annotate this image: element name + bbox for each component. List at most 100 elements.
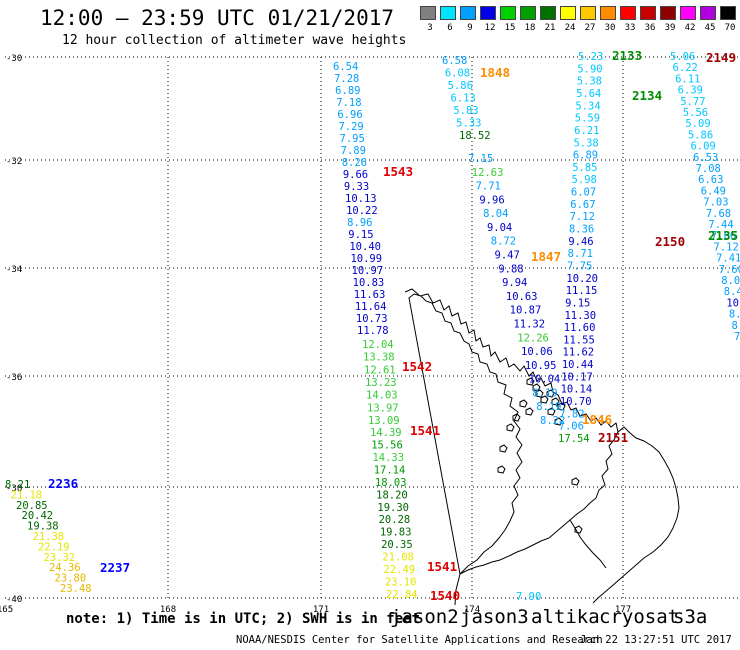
wave-height-value: 20.42 <box>22 510 54 522</box>
wave-height-value: 12.04 <box>362 339 394 351</box>
wave-height-value: 9.94 <box>502 277 527 289</box>
wave-height-value: 15.56 <box>371 439 403 451</box>
wave-height-value: 21.38 <box>33 531 65 543</box>
wave-height-value: 10.06 <box>521 346 553 358</box>
wave-height-value: 10.20 <box>566 273 598 285</box>
wave-height-value: 8.19 <box>729 309 740 321</box>
satellite-label-jason3: jason3 <box>460 606 529 628</box>
wave-height-value: 10.63 <box>506 291 538 303</box>
wave-height-value: 12.26 <box>517 332 549 344</box>
wave-height-value: 10.70 <box>560 396 592 408</box>
lon-tick-label: 171 <box>313 605 329 615</box>
wave-height-value: 5.33 <box>456 118 481 130</box>
wave-height-value: 6.54 <box>333 61 358 73</box>
wave-height-value: 22.84 <box>386 589 418 601</box>
wave-height-value: 9.88 <box>498 263 523 275</box>
lat-tick-label: -38 <box>6 484 22 494</box>
wave-height-value: 8.04 <box>483 208 508 220</box>
wave-height-value: 21.18 <box>11 489 43 501</box>
wave-height-value: 11.30 <box>564 310 596 322</box>
map-grid: 165 168 171 174 177 -30 -32 -34 -36 -38 -40 <box>0 54 738 615</box>
island-outline <box>557 402 566 411</box>
wave-height-value: 10.13 <box>345 193 377 205</box>
wave-height-value: 10.97 <box>352 265 384 277</box>
wave-height-value: 7.75 <box>567 260 592 272</box>
wave-height-value: 9.47 <box>495 250 520 262</box>
lon-tick-label: 165 <box>0 605 13 615</box>
wave-height-value: 7.29 <box>338 121 363 133</box>
track-id-label: 1846 <box>582 412 612 427</box>
legend-label: 42 <box>684 23 696 33</box>
wave-height-value: 6.07 <box>571 187 596 199</box>
wave-height-value: 7.90 <box>516 591 541 603</box>
wave-height-value: 7.41 <box>716 253 740 265</box>
legend-swatch <box>500 6 516 20</box>
wave-height-value: 14.33 <box>372 452 404 464</box>
wave-height-value: 10.17 <box>561 371 593 383</box>
lat-tick-label: -40 <box>6 595 22 605</box>
legend-swatch <box>620 6 636 20</box>
wave-height-value: 7 <box>734 331 740 343</box>
legend-label: 12 <box>484 23 496 33</box>
wave-height-value: 24.36 <box>49 562 81 574</box>
wave-height-value: 5.98 <box>572 174 597 186</box>
legend-label: 30 <box>604 23 616 33</box>
legend-label: 39 <box>664 23 676 33</box>
wave-height-value: 9.15 <box>348 229 373 241</box>
lat-tick-label: -36 <box>6 373 22 383</box>
wave-height-value: 9.04 <box>487 222 512 234</box>
legend-label: 70 <box>724 23 736 33</box>
legend-swatch <box>640 6 656 20</box>
island-outline <box>574 525 583 534</box>
lon-tick-label: 168 <box>160 605 176 615</box>
wave-height-value: 10.04 <box>529 374 561 386</box>
wave-height-value: 10.99 <box>350 253 382 265</box>
wave-height-value: 10.44 <box>562 359 594 371</box>
legend-swatch <box>680 6 696 20</box>
island-outline <box>554 417 563 426</box>
track-id-label: 2135 <box>708 228 738 243</box>
wave-height-value: 9.15 <box>565 297 590 309</box>
wave-height-value: 8.71 <box>568 248 593 260</box>
wave-height-value: 5.86 <box>448 80 473 92</box>
wave-height-value: 10.87 <box>510 305 542 317</box>
legend-swatch <box>480 6 496 20</box>
island-outline <box>532 383 541 392</box>
wave-height-value: 23.48 <box>60 583 92 595</box>
lon-tick-label: 177 <box>615 605 631 615</box>
wave-height-value: 6.89 <box>573 150 598 162</box>
wave-height-value: 6.21 <box>574 125 599 137</box>
wave-height-value: 13.09 <box>368 415 400 427</box>
page-title: 12:00 — 23:59 UTC 01/21/2017 <box>40 6 395 30</box>
wave-height-value: 7.89 <box>341 145 366 157</box>
island-outline <box>535 389 544 398</box>
track-id-label: 1541 <box>427 559 457 574</box>
island-outline <box>526 377 535 386</box>
wave-height-value: 6.22 <box>673 62 698 74</box>
wave-height-value: 8.3 <box>731 320 740 332</box>
wave-height-value: 19.38 <box>27 521 59 533</box>
wave-height-value: 9.33 <box>344 181 369 193</box>
track-id-label: 2237 <box>100 560 130 575</box>
wave-height-value: 11.62 <box>563 347 595 359</box>
wave-height-value: 5.64 <box>576 88 601 100</box>
track-id-label: 1541 <box>410 423 440 438</box>
generated-timestamp: Jan 22 13:27:51 UTC 2017 <box>580 634 732 646</box>
legend-label: 3 <box>427 23 433 33</box>
wave-height-value: 19.30 <box>377 502 409 514</box>
wave-height-value: 8.26 <box>342 157 367 169</box>
wave-height-value: 11.63 <box>354 289 386 301</box>
wave-height-value: 5.85 <box>572 162 597 174</box>
wave-height-value: 5.90 <box>577 63 602 75</box>
wave-height-value: 8.21 <box>5 479 30 491</box>
wave-height-value: 20.28 <box>379 514 411 526</box>
wave-height-value: 6.67 <box>570 199 595 211</box>
wave-height-value: 6.63 <box>698 174 723 186</box>
wave-height-value: 6.11 <box>675 73 700 85</box>
wave-height-value: 13.97 <box>367 402 399 414</box>
island-outline <box>547 407 556 416</box>
wave-height-value: 6.53 <box>693 152 718 164</box>
wave-height-value: 5.83 <box>453 105 478 117</box>
island-outline <box>546 389 555 398</box>
satellite-label-altika: altika <box>531 606 600 628</box>
